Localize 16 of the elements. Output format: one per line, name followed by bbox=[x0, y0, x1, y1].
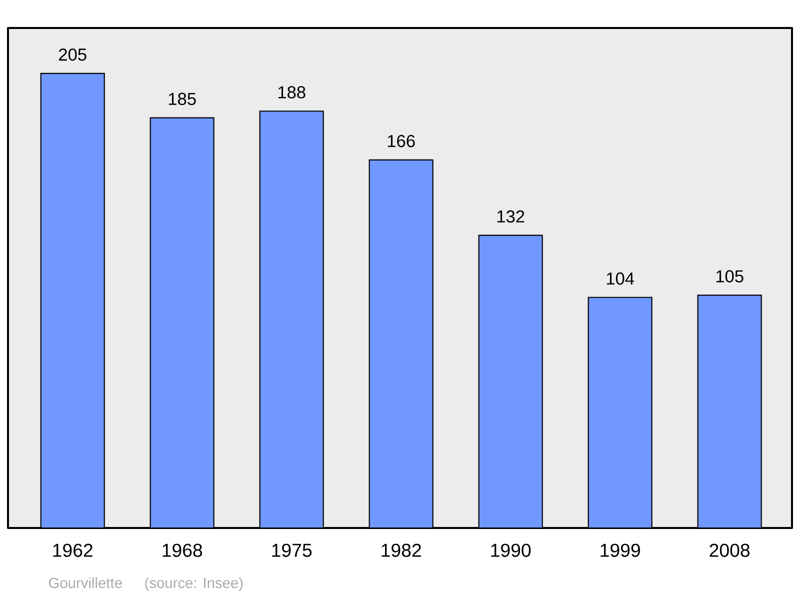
x-tick-label: 1968 bbox=[162, 544, 202, 557]
x-tick-label: 1999 bbox=[600, 544, 640, 557]
data-label: 104 bbox=[606, 272, 634, 285]
data-label: 188 bbox=[278, 86, 306, 98]
data-label: 166 bbox=[388, 134, 415, 148]
text: Gourvillette bbox=[49, 577, 122, 588]
data-label: 185 bbox=[168, 92, 196, 106]
x-tick-label: 1975 bbox=[272, 544, 312, 557]
x-tick-label: 1990 bbox=[491, 544, 531, 557]
x-tick-label: 2008 bbox=[710, 544, 750, 557]
data-label: 132 bbox=[497, 210, 524, 223]
text: (source: Insee) bbox=[145, 577, 243, 592]
data-label: 205 bbox=[59, 48, 86, 61]
data-label: 105 bbox=[716, 270, 744, 282]
x-tick-label: 1982 bbox=[382, 544, 421, 557]
x-tick-label: 1962 bbox=[53, 544, 92, 557]
